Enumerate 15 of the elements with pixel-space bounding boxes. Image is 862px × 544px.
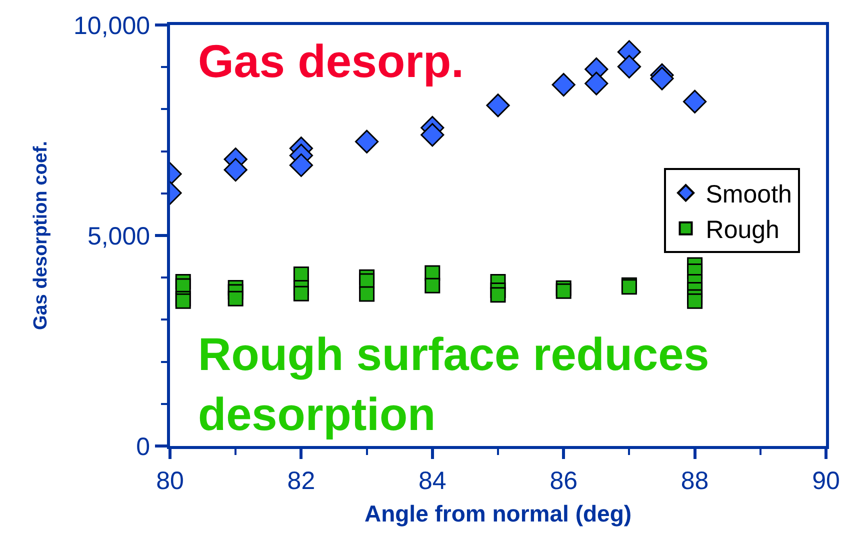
y-tick-label: 5,000 [87, 222, 150, 250]
x-tick-label: 88 [680, 467, 709, 495]
annotation: Gas desorp. [198, 35, 464, 87]
x-axis-title: Angle from normal (deg) [364, 500, 632, 527]
y-tick-label: 0 [136, 432, 150, 461]
legend-label: Smooth [706, 180, 792, 209]
x-tick-label: 84 [418, 467, 446, 495]
x-tick-label: 86 [550, 467, 578, 495]
annotation: Rough surface reduces desorption [198, 328, 710, 440]
legend-label: Rough [706, 216, 780, 244]
x-tick-label: 82 [287, 467, 316, 495]
y-axis-title: Gas desorption coef. [30, 141, 52, 330]
x-tick-label: 80 [156, 467, 184, 495]
x-tick-label: 90 [812, 467, 840, 495]
y-tick-label: 10,000 [74, 12, 150, 40]
